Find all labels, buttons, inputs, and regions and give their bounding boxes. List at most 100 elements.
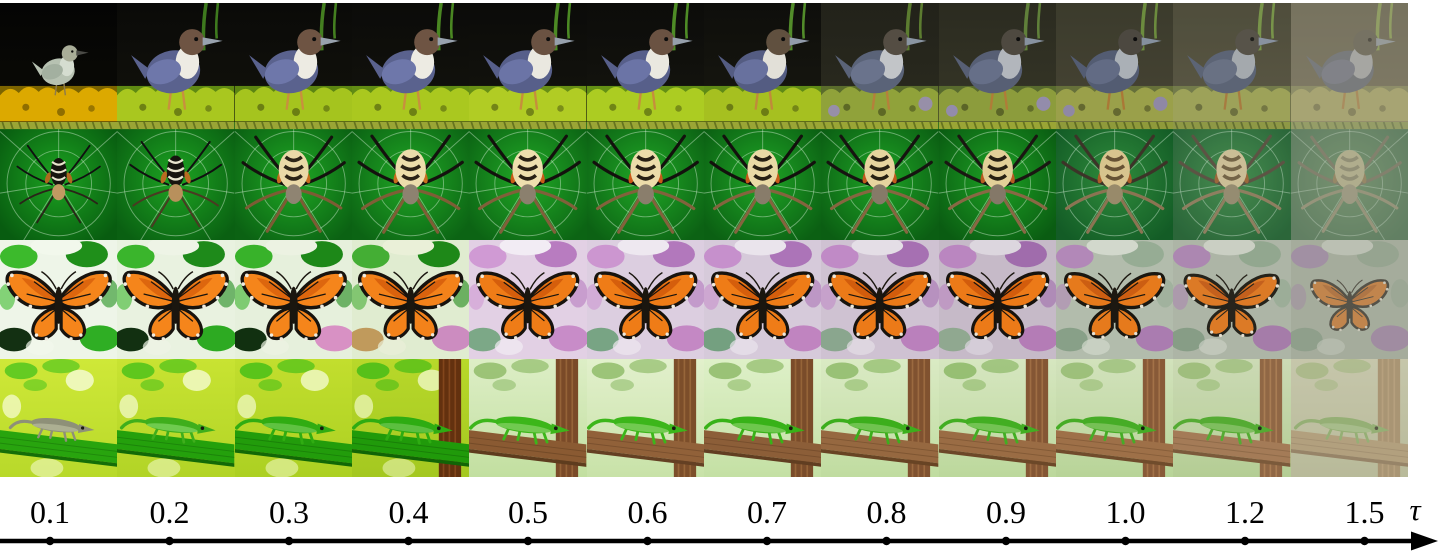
sample-illustration <box>352 121 470 240</box>
tau-tick-label: 0.9 <box>986 494 1026 530</box>
sample-illustration <box>117 121 235 240</box>
sample-illustration <box>821 121 939 240</box>
sample-illustration <box>1173 240 1291 355</box>
garden-spider-sample-tau-0.3 <box>234 121 352 240</box>
dipper-bird-sample-tau-0.2 <box>117 3 235 122</box>
sample-illustration <box>0 45 118 122</box>
garden-spider-sample-tau-0.2 <box>117 121 235 240</box>
tau-tick-label: 0.8 <box>866 494 907 530</box>
monarch-butterfly-sample-tau-0.7 <box>704 240 822 359</box>
monarch-butterfly-sample-tau-0.6 <box>586 240 704 359</box>
sample-illustration <box>586 358 704 477</box>
monarch-butterfly-sample-tau-1.5 <box>1290 240 1408 359</box>
sample-illustration <box>938 358 1056 477</box>
sample-illustration <box>1056 121 1174 240</box>
green-anole-lizard-sample-tau-0.9 <box>938 358 1056 477</box>
sample-illustration <box>1290 3 1408 122</box>
green-anole-lizard-sample-tau-0.8 <box>821 358 939 477</box>
dipper-bird-sample-tau-0.8 <box>821 3 939 122</box>
tau-tick-label: 0.6 <box>627 494 668 530</box>
green-anole-lizard-sample-tau-0.1 <box>0 358 118 477</box>
green-anole-lizard-sample-tau-1.2 <box>1173 358 1291 477</box>
sample-illustration <box>117 358 235 477</box>
sample-illustration <box>1290 121 1408 240</box>
dipper-bird-sample-tau-0.1 <box>0 3 118 122</box>
dipper-bird-sample-tau-0.9 <box>938 3 1056 122</box>
dipper-bird-sample-tau-1.0 <box>1056 3 1174 122</box>
monarch-butterfly-sample-tau-0.1 <box>0 240 118 359</box>
sample-illustration <box>234 240 352 355</box>
dipper-bird-sample-tau-1.5 <box>1290 3 1408 122</box>
sample-illustration <box>821 358 939 477</box>
dipper-bird-sample-tau-0.5 <box>469 3 587 122</box>
green-anole-lizard-sample-tau-1.0 <box>1056 358 1174 477</box>
monarch-butterfly-sample-tau-0.9 <box>938 240 1056 359</box>
green-anole-lizard-sample-tau-0.6 <box>586 358 704 477</box>
tau-tick-label: 1.0 <box>1105 494 1146 530</box>
garden-spider-sample-tau-0.1 <box>0 121 118 240</box>
garden-spider-sample-tau-0.9 <box>938 121 1056 240</box>
tau-tick-label: 0.2 <box>149 494 190 530</box>
sample-illustration <box>938 3 1056 122</box>
dipper-bird-sample-tau-0.3 <box>234 3 352 122</box>
sample-illustration <box>0 358 118 477</box>
monarch-butterfly-sample-tau-1.0 <box>1056 240 1174 359</box>
green-anole-lizard-sample-tau-0.3 <box>234 358 352 477</box>
green-anole-lizard-sample-tau-0.4 <box>352 358 470 477</box>
sample-illustration <box>469 121 587 240</box>
sample-illustration <box>1056 240 1174 355</box>
tau-axis-arrow <box>0 531 1438 551</box>
tau-tick-label: 0.1 <box>30 494 70 530</box>
garden-spider-sample-tau-0.6 <box>586 121 704 240</box>
sample-illustration <box>234 3 352 122</box>
green-anole-lizard-sample-tau-0.7 <box>704 358 822 477</box>
monarch-butterfly-sample-tau-0.2 <box>117 240 235 359</box>
monarch-butterfly-sample-tau-0.5 <box>469 240 587 359</box>
garden-spider-sample-tau-0.4 <box>352 121 470 240</box>
sample-illustration <box>1173 3 1291 122</box>
sample-illustration <box>1290 240 1408 355</box>
sample-illustration <box>469 358 587 477</box>
sample-illustration <box>586 240 704 355</box>
monarch-butterfly-sample-tau-1.2 <box>1173 240 1291 359</box>
sample-illustration <box>352 240 470 355</box>
sample-illustration <box>1173 358 1291 477</box>
sample-illustration <box>117 240 235 355</box>
sample-illustration <box>469 240 587 355</box>
tau-tick-label: 0.7 <box>747 494 787 530</box>
sample-illustration <box>1290 358 1408 477</box>
sample-illustration <box>821 240 939 355</box>
sample-illustration <box>704 3 822 122</box>
sample-illustration <box>1056 3 1174 122</box>
sample-illustration <box>586 3 704 122</box>
green-anole-lizard-sample-tau-0.2 <box>117 358 235 477</box>
sample-illustration <box>1056 358 1174 477</box>
sample-illustration <box>704 240 822 355</box>
monarch-butterfly-sample-tau-0.8 <box>821 240 939 359</box>
monarch-butterfly-sample-tau-0.3 <box>234 240 352 359</box>
sample-illustration <box>234 121 352 240</box>
dipper-bird-sample-tau-0.7 <box>704 3 822 122</box>
dipper-bird-sample-tau-0.6 <box>586 3 704 122</box>
sample-illustration <box>352 3 470 122</box>
monarch-butterfly-sample-tau-0.4 <box>352 240 470 359</box>
sample-illustration <box>0 240 118 355</box>
garden-spider-sample-tau-1.5 <box>1290 121 1408 240</box>
sample-illustration <box>234 358 352 477</box>
tau-symbol: τ <box>1409 492 1421 527</box>
sample-illustration <box>938 240 1056 355</box>
green-anole-lizard-sample-tau-0.5 <box>469 358 587 477</box>
tau-tick-label: 1.5 <box>1344 494 1385 530</box>
sample-illustration <box>352 358 470 477</box>
sample-illustration <box>586 121 704 240</box>
sample-illustration <box>704 121 822 240</box>
tau-tick-label: 1.2 <box>1225 494 1265 530</box>
dipper-bird-sample-tau-1.2 <box>1173 3 1291 122</box>
garden-spider-sample-tau-0.7 <box>704 121 822 240</box>
garden-spider-sample-tau-1.2 <box>1173 121 1291 240</box>
tau-tick-label: 0.3 <box>269 494 309 530</box>
garden-spider-sample-tau-0.8 <box>821 121 939 240</box>
dipper-bird-sample-tau-0.4 <box>352 3 470 122</box>
sample-illustration <box>938 121 1056 240</box>
